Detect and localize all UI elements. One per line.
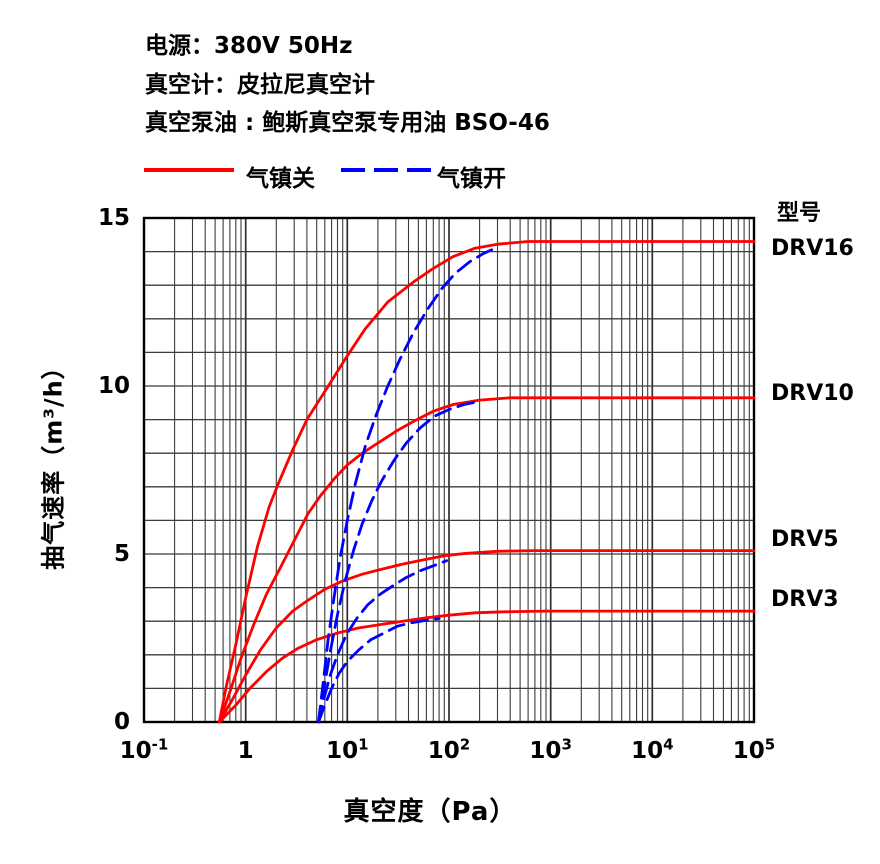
x-tick-label: 103	[529, 735, 572, 764]
legend-dashed-line-icon	[341, 168, 431, 172]
spec-oil: 真空泵油 : 鲍斯真空泵专用油 BSO-46	[145, 110, 550, 136]
x-tick-label: 1	[237, 738, 254, 764]
curve-DRV10-open	[317, 399, 483, 724]
x-tick-label: 105	[732, 735, 776, 764]
legend-solid-line-icon	[144, 168, 234, 172]
y-tick-label: 10	[97, 373, 130, 399]
y-tick-label: 0	[113, 709, 130, 735]
curve-DRV16-open	[317, 245, 501, 724]
x-tick-label: 10-1	[119, 735, 169, 764]
curve-DRV3-open	[317, 617, 441, 724]
legend-label-ballast-closed: 气镇关	[246, 166, 315, 192]
y-tick-label: 15	[97, 205, 130, 231]
y-tick-label: 5	[113, 541, 130, 567]
x-tick-label: 104	[631, 735, 674, 764]
spec-gauge: 真空计：皮拉尼真空计	[145, 71, 375, 98]
spec-power: 电源：380V 50Hz	[145, 33, 353, 59]
x-axis-title: 真空度（Pa）	[343, 797, 517, 827]
x-tick-label: 102	[427, 735, 471, 764]
legend-label-ballast-open: 气镇开	[437, 166, 506, 192]
curve-DRV5-open	[317, 559, 449, 724]
model-label-drv10: DRV10	[771, 381, 854, 406]
spec-lines: 电源：380V 50Hz 真空计：皮拉尼真空计 真空泵油 : 鲍斯真空泵专用油 …	[145, 27, 550, 143]
model-label-drv16: DRV16	[771, 236, 854, 261]
curve-DRV16-closed	[217, 240, 756, 724]
x-tick-label: 101	[326, 735, 369, 764]
model-label-drv3: DRV3	[771, 587, 839, 612]
curve-DRV5-closed	[217, 549, 756, 724]
model-label-drv5: DRV5	[771, 527, 839, 552]
curve-DRV10-closed	[217, 396, 756, 724]
curve-DRV3-closed	[217, 609, 756, 724]
y-axis-title: 抽气速率（m³/h）	[39, 354, 68, 570]
model-column-title: 型号	[777, 201, 822, 226]
